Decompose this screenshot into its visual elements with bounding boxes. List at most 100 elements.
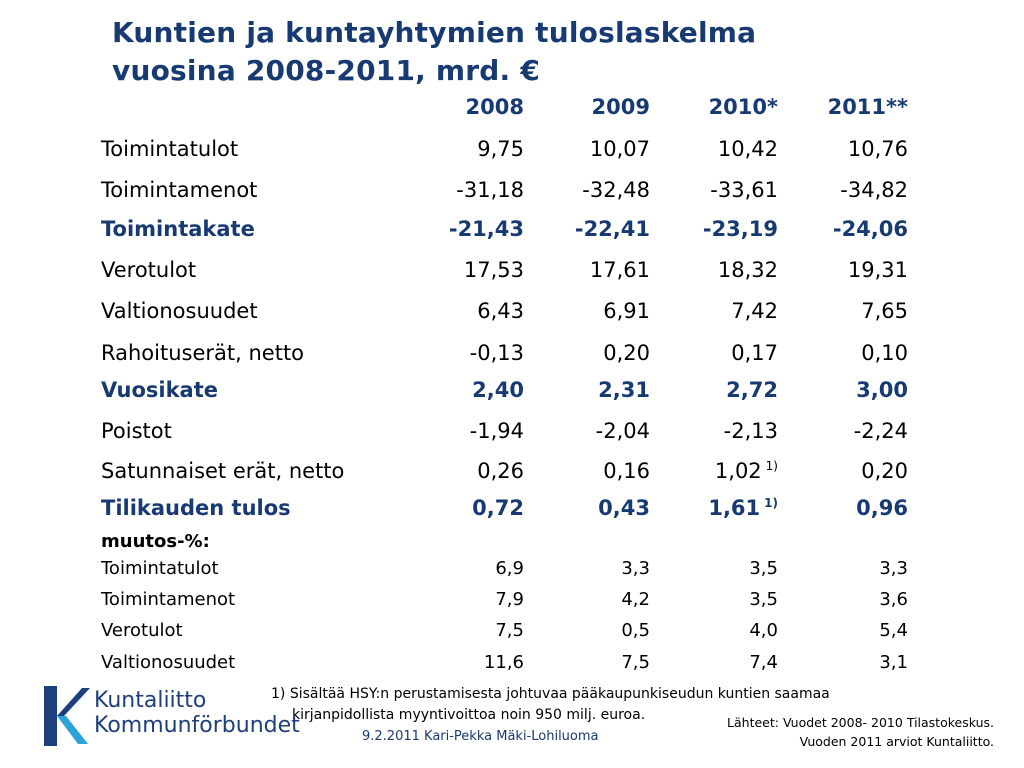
- change-row: Verotulot 7,5 0,5 4,0 5,4: [0, 616, 1024, 646]
- value-2009: 3,3: [621, 558, 650, 579]
- value-2010: -2,13: [723, 419, 778, 443]
- sources-line-2: Vuoden 2011 arviot Kuntaliitto.: [799, 734, 994, 749]
- value-2008: 7,9: [495, 589, 524, 610]
- table-row: Valtionosuudet 6,43 6,91 7,42 7,65: [0, 296, 1024, 326]
- value-2010: 10,42: [717, 137, 778, 161]
- value-2009: 0,5: [621, 620, 650, 641]
- change-row: Valtionosuudet 11,6 7,5 7,4 3,1: [0, 648, 1024, 678]
- table-row: Poistot -1,94 -2,04 -2,13 -2,24: [0, 416, 1024, 446]
- slide-title: Kuntien ja kuntayhtymien tuloslaskelma v…: [112, 14, 992, 90]
- logo-line-1: Kuntaliitto: [94, 688, 207, 713]
- change-row: Toimintatulot 6,9 3,3 3,5 3,3: [0, 554, 1024, 584]
- value-2010: 3,5: [749, 589, 778, 610]
- value-2011: 0,96: [856, 496, 908, 520]
- logo-line-2: Kommunförbundet: [94, 713, 300, 738]
- value-2011: -2,24: [853, 419, 908, 443]
- value-2011: 0,20: [861, 459, 908, 483]
- value-2008: -0,13: [469, 341, 524, 365]
- row-label: Toimintamenot: [101, 589, 236, 610]
- value-2009: 0,43: [598, 496, 650, 520]
- row-label: Poistot: [101, 419, 172, 443]
- footnote: 1) Sisältää HSY:n perustamisesta johtuva…: [271, 684, 830, 726]
- value-2010: 0,17: [731, 341, 778, 365]
- row-label: Satunnaiset erät, netto: [101, 459, 345, 483]
- footnote-line-2: kirjanpidollista myyntivoittoa noin 950 …: [292, 707, 646, 723]
- row-label: Valtionosuudet: [101, 652, 236, 673]
- value-2009: 2,31: [598, 378, 650, 402]
- logo-text: Kuntaliitto Kommunförbundet: [94, 688, 300, 738]
- value-2008: 6,9: [495, 558, 524, 579]
- value-2011: 3,3: [879, 558, 908, 579]
- title-line-2: vuosina 2008-2011, mrd. €: [112, 54, 541, 87]
- value-2008: -1,94: [469, 419, 524, 443]
- table-row: Satunnaiset erät, netto 0,26 0,16 1,02 1)…: [0, 456, 1024, 486]
- title-line-1: Kuntien ja kuntayhtymien tuloslaskelma: [112, 16, 757, 49]
- table-row-total: Toimintakate -21,43 -22,41 -23,19 -24,06: [0, 214, 1024, 244]
- value-2010: 7,42: [731, 299, 778, 323]
- row-label: Toimintamenot: [101, 178, 258, 202]
- value-2008: 6,43: [477, 299, 524, 323]
- value-2010: 2,72: [726, 378, 778, 402]
- value-2008: 17,53: [463, 258, 524, 282]
- value-2009: 17,61: [589, 258, 650, 282]
- footnote-marker: 1): [765, 459, 778, 473]
- header-2010: 2010*: [708, 95, 778, 119]
- value-2010: 7,4: [749, 652, 778, 673]
- sources-line-1: Lähteet: Vuodet 2008- 2010 Tilastokeskus…: [727, 715, 994, 730]
- value-2010: -23,19: [702, 217, 778, 241]
- value-2008: 0,72: [472, 496, 524, 520]
- value-2011: -24,06: [832, 217, 908, 241]
- table-row-total: Tilikauden tulos 0,72 0,43 1,61 1) 0,96: [0, 493, 1024, 523]
- value-2008: -21,43: [448, 217, 524, 241]
- row-label: Toimintatulot: [101, 558, 219, 579]
- value-2011: 3,1: [879, 652, 908, 673]
- kuntaliitto-logo: Kuntaliitto Kommunförbundet: [42, 686, 300, 746]
- change-row: Toimintamenot 7,9 4,2 3,5 3,6: [0, 585, 1024, 615]
- value-2008: 7,5: [495, 620, 524, 641]
- value-2009: 6,91: [603, 299, 650, 323]
- value-2011: 10,76: [847, 137, 908, 161]
- footnote-marker: 1): [764, 496, 778, 510]
- value-2009: 0,20: [603, 341, 650, 365]
- value-2008: 11,6: [483, 652, 524, 673]
- change-section-heading: muutos-%:: [101, 531, 210, 552]
- value-2009: 7,5: [621, 652, 650, 673]
- value-2010: 3,5: [749, 558, 778, 579]
- value-2011: 19,31: [847, 258, 908, 282]
- table-row: Toimintamenot -31,18 -32,48 -33,61 -34,8…: [0, 175, 1024, 205]
- value-2010: 1,02 1): [715, 456, 778, 489]
- value-2011: 3,00: [856, 378, 908, 402]
- footnote-line-1: 1) Sisältää HSY:n perustamisesta johtuva…: [271, 686, 830, 702]
- value-2009: 0,16: [603, 459, 650, 483]
- row-label: Rahoituserät, netto: [101, 341, 305, 365]
- header-row: 2008 2009 2010* 2011**: [0, 92, 1024, 122]
- value-2008: 0,26: [477, 459, 524, 483]
- header-2011: 2011**: [827, 95, 908, 119]
- row-label: Toimintatulot: [101, 137, 239, 161]
- value-text: 1,61: [708, 496, 761, 520]
- value-2011: 5,4: [879, 620, 908, 641]
- table-row: Toimintatulot 9,75 10,07 10,42 10,76: [0, 134, 1024, 164]
- value-2011: 0,10: [861, 341, 908, 365]
- row-label: Verotulot: [101, 620, 183, 641]
- header-2008: 2008: [465, 95, 524, 119]
- value-2008: -31,18: [456, 178, 524, 202]
- footer-date-author: 9.2.2011 Kari-Pekka Mäki-Lohiluoma: [362, 729, 599, 744]
- row-label: Vuosikate: [101, 378, 218, 402]
- value-2011: -34,82: [840, 178, 908, 202]
- value-2009: -2,04: [595, 419, 650, 443]
- row-label: Toimintakate: [101, 217, 255, 241]
- table-row: Verotulot 17,53 17,61 18,32 19,31: [0, 255, 1024, 285]
- sources-note: Lähteet: Vuodet 2008- 2010 Tilastokeskus…: [727, 713, 994, 751]
- value-2010: 4,0: [749, 620, 778, 641]
- table-row-total: Vuosikate 2,40 2,31 2,72 3,00: [0, 375, 1024, 405]
- row-label: Verotulot: [101, 258, 197, 282]
- value-2010: 1,61 1): [708, 493, 778, 526]
- value-text: 1,02: [714, 459, 762, 483]
- value-2008: 9,75: [477, 137, 524, 161]
- value-2011: 7,65: [861, 299, 908, 323]
- value-2011: 3,6: [879, 589, 908, 610]
- value-2010: -33,61: [710, 178, 778, 202]
- header-2009: 2009: [591, 95, 650, 119]
- value-2009: 10,07: [589, 137, 650, 161]
